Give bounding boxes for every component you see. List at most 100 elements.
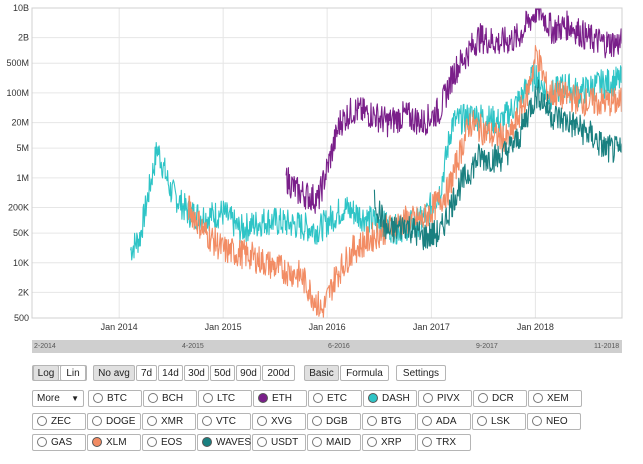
radio-icon <box>258 393 268 403</box>
coin-label: XLM <box>106 437 127 448</box>
coin-toggle-xlm[interactable]: XLM <box>87 434 141 451</box>
coin-label: ETH <box>272 393 292 404</box>
market-cap-chart[interactable]: 500 2K 10K 50K 200K 1M 5M 20M 100M 500M 2B 10B Jan 2… <box>0 0 643 340</box>
coin-toggle-xem[interactable]: XEM <box>528 390 582 407</box>
avg-200d-button[interactable]: 200d <box>262 365 295 381</box>
radio-icon <box>37 437 47 447</box>
y-tick-label: 500M <box>6 58 29 68</box>
avg-30d-button[interactable]: 30d <box>184 365 209 381</box>
radio-icon <box>312 437 322 447</box>
x-tick-label: Jan 2017 <box>413 322 450 332</box>
radio-icon <box>312 416 322 426</box>
radio-icon <box>92 416 102 426</box>
coin-toggle-zec[interactable]: ZEC <box>32 413 86 430</box>
coin-toggle-btc[interactable]: BTC <box>88 390 142 407</box>
coin-toggle-bch[interactable]: BCH <box>143 390 197 407</box>
radio-icon <box>532 416 542 426</box>
coin-toggle-ltc[interactable]: LTC <box>198 390 252 407</box>
coin-toggle-xmr[interactable]: XMR <box>142 413 196 430</box>
coin-label: XRP <box>381 437 402 448</box>
radio-icon <box>367 437 377 447</box>
radio-icon <box>313 393 323 403</box>
coin-label: XEM <box>547 393 569 404</box>
formula-mode-button[interactable]: Formula <box>340 365 389 381</box>
y-tick-label: 50K <box>13 228 29 238</box>
avg-7d-button[interactable]: 7d <box>136 365 157 381</box>
y-tick-label: 1M <box>16 173 29 183</box>
avg-50d-button[interactable]: 50d <box>210 365 235 381</box>
y-tick-label: 100M <box>6 88 29 98</box>
radio-icon <box>37 416 47 426</box>
coin-toggle-pivx[interactable]: PIVX <box>418 390 472 407</box>
coin-toggle-btg[interactable]: BTG <box>362 413 416 430</box>
range-label: 4-2015 <box>182 343 204 350</box>
coin-toggle-usdt[interactable]: USDT <box>252 434 306 451</box>
coin-label: BCH <box>162 393 184 404</box>
y-tick-label: 500 <box>14 313 29 323</box>
no-avg-button[interactable]: No avg <box>93 365 135 381</box>
coin-toggle-gas[interactable]: GAS <box>32 434 86 451</box>
coin-label: DASH <box>382 393 410 404</box>
avg-14d-button[interactable]: 14d <box>158 365 183 381</box>
y-tick-label: 10K <box>13 258 29 268</box>
coin-label: USDT <box>271 437 299 448</box>
radio-icon <box>257 416 267 426</box>
radio-icon <box>533 393 543 403</box>
coin-toggle-lsk[interactable]: LSK <box>472 413 526 430</box>
coin-label: GAS <box>51 437 73 448</box>
range-label: 11-2018 <box>594 343 620 350</box>
coin-label: XVG <box>271 416 293 427</box>
scale-toggle-group <box>32 365 87 381</box>
settings-button[interactable]: Settings <box>396 365 446 381</box>
radio-icon <box>257 437 267 447</box>
x-tick-label: Jan 2018 <box>517 322 554 332</box>
coin-label: VTC <box>216 416 236 427</box>
y-tick-label: 20M <box>11 118 29 128</box>
range-label: 6-2016 <box>328 343 350 350</box>
coin-toggle-xrp[interactable]: XRP <box>362 434 416 451</box>
range-label: 9-2017 <box>476 343 498 350</box>
coin-toggle-vtc[interactable]: VTC <box>197 413 251 430</box>
y-tick-label: 2B <box>18 33 29 43</box>
coin-label: WAVES <box>216 437 252 448</box>
coin-label: MAID <box>326 437 351 448</box>
coin-toggle-ada[interactable]: ADA <box>417 413 471 430</box>
coin-toggle-dgb[interactable]: DGB <box>307 413 361 430</box>
coin-label: PIVX <box>437 393 460 404</box>
coin-toggle-eos[interactable]: EOS <box>142 434 196 451</box>
linear-scale-button[interactable]: Lin <box>60 365 86 381</box>
coin-label: ZEC <box>51 416 71 427</box>
radio-icon <box>148 393 158 403</box>
avg-90d-button[interactable]: 90d <box>236 365 261 381</box>
coin-toggle-neo[interactable]: NEO <box>527 413 581 430</box>
radio-icon <box>147 416 157 426</box>
radio-icon <box>477 416 487 426</box>
coin-label: ETC <box>327 393 347 404</box>
date-range-navigator[interactable]: 2-2014 4-2015 6-2016 9-2017 11-2018 <box>32 340 622 353</box>
radio-icon <box>478 393 488 403</box>
coin-label: DCR <box>492 393 514 404</box>
more-select-label: More <box>37 393 60 404</box>
coin-toggle-etc[interactable]: ETC <box>308 390 362 407</box>
coin-toggle-trx[interactable]: TRX <box>417 434 471 451</box>
basic-mode-button[interactable]: Basic <box>304 365 339 381</box>
range-label: 2-2014 <box>34 343 56 350</box>
x-tick-label: Jan 2014 <box>101 322 138 332</box>
more-coins-select[interactable]: More ▼ <box>32 390 84 407</box>
coin-label: XMR <box>161 416 184 427</box>
log-scale-button[interactable]: Log <box>33 365 59 381</box>
coin-label: NEO <box>546 416 568 427</box>
coin-label: LSK <box>491 416 510 427</box>
coin-toggle-maid[interactable]: MAID <box>307 434 361 451</box>
coin-toggle-dash[interactable]: DASH <box>363 390 417 407</box>
coin-toggle-xvg[interactable]: XVG <box>252 413 306 430</box>
y-tick-label: 200K <box>8 203 29 213</box>
coin-label: DOGE <box>106 416 136 427</box>
y-tick-label: 5M <box>16 143 29 153</box>
radio-icon <box>93 393 103 403</box>
coin-toggle-waves[interactable]: WAVES <box>197 434 251 451</box>
coin-toggle-doge[interactable]: DOGE <box>87 413 141 430</box>
coin-toggle-dcr[interactable]: DCR <box>473 390 527 407</box>
coin-toggle-eth[interactable]: ETH <box>253 390 307 407</box>
radio-icon <box>422 437 432 447</box>
